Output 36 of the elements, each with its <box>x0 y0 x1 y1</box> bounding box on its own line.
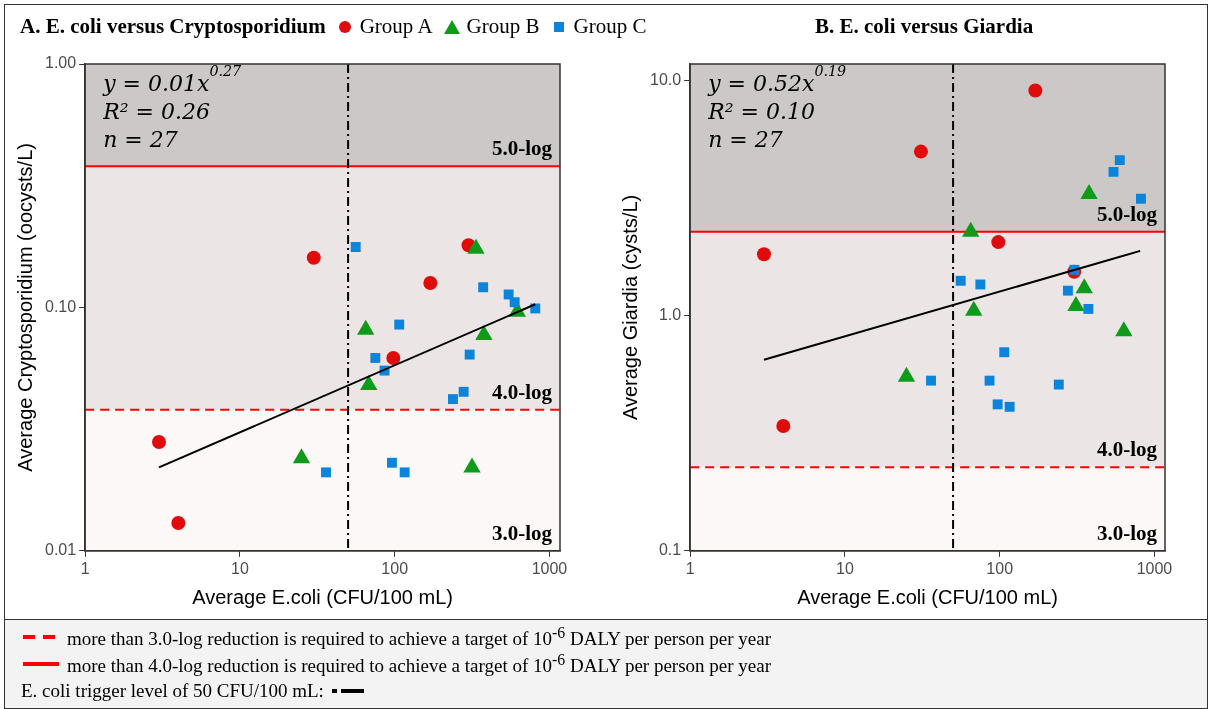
legend-label: Group B <box>466 14 540 39</box>
x-tick-label: 10 <box>231 559 249 577</box>
annotation: R² = 0.10 <box>707 98 815 124</box>
legend-label: Group A <box>359 14 433 39</box>
text: more than 4.0-log reduction is required to achieve a target of 10$^{-6}$ DALY per person per year <box>67 650 772 678</box>
legend-label: Group C <box>573 14 647 39</box>
annotation: n = 27 <box>103 126 178 152</box>
x-axis-title: Average E.coli (CFU/100 mL) <box>797 585 1058 608</box>
y-axis-title: Average Cryptosporidium (oocysts/L) <box>13 143 36 472</box>
y-tick-label: 0.1 <box>658 541 682 559</box>
chart-title: A. E. coli versus Cryptosporidium <box>20 14 326 39</box>
text: more than 3.0-log reduction is required to achieve a target of 10$^{-6}$ DALY per person per year <box>67 623 772 651</box>
x-axis-title: Average E.coli (CFU/100 mL) <box>192 585 453 608</box>
band-label: 5.0-log <box>1096 201 1158 226</box>
annotation: n = 27 <box>708 126 783 152</box>
x-tick-label: 100 <box>381 559 409 577</box>
x-tick-label: 1 <box>685 559 695 577</box>
band-label: 4.0-log <box>491 379 553 404</box>
text: E. coli trigger level of 50 CFU/100 mL: <box>21 679 324 702</box>
y-tick-label: 0.10 <box>45 297 77 315</box>
x-tick-label: 1000 <box>1136 559 1173 577</box>
band-label: 3.0-log <box>491 520 553 545</box>
y-tick-label: 10.0 <box>650 71 682 89</box>
chart-title: B. E. coli versus Giardia <box>815 14 1034 39</box>
band-label: 3.0-log <box>1096 520 1158 545</box>
band-label: 5.0-log <box>491 136 553 161</box>
band-label: 4.0-log <box>1096 437 1158 462</box>
y-axis-title: Average Giardia (cysts/L) <box>618 194 641 421</box>
annotation: R² = 0.26 <box>102 98 210 124</box>
x-tick-label: 10 <box>836 559 854 577</box>
x-tick-label: 100 <box>986 559 1014 577</box>
y-tick-label: 1.00 <box>45 54 77 72</box>
y-tick-label: 0.01 <box>45 541 77 559</box>
y-tick-label: 1.0 <box>658 306 682 324</box>
x-tick-label: 1000 <box>531 559 568 577</box>
x-tick-label: 1 <box>80 559 90 577</box>
